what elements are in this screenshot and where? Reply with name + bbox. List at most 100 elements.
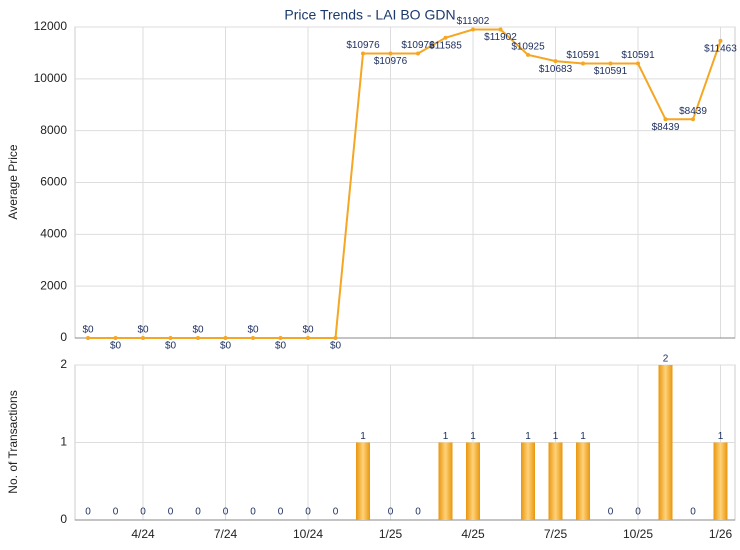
point <box>416 51 420 56</box>
x-tick-label: 7/25 <box>544 527 568 541</box>
y-tick-label: 6000 <box>40 175 67 189</box>
data-label: 1 <box>360 431 366 442</box>
data-label: $10591 <box>594 66 628 77</box>
data-label: 2 <box>663 354 669 365</box>
point <box>86 336 90 340</box>
point <box>141 336 145 340</box>
data-label: $10976 <box>374 56 408 67</box>
data-label: $8439 <box>679 106 707 117</box>
data-label: 0 <box>223 507 229 518</box>
data-label: 1 <box>470 431 476 442</box>
data-label: $0 <box>137 325 149 336</box>
data-label: 0 <box>278 507 284 518</box>
x-tick-label: 1/25 <box>379 527 403 541</box>
data-label: $0 <box>82 325 94 336</box>
bar <box>438 442 453 520</box>
price-line <box>88 28 722 339</box>
bar <box>521 442 535 520</box>
data-label: 0 <box>690 507 696 518</box>
y-axis-title: Average Price <box>6 144 20 219</box>
data-label: $0 <box>247 325 259 336</box>
y-tick-label: 12000 <box>34 19 68 33</box>
point <box>251 336 255 340</box>
data-label: 1 <box>718 431 724 442</box>
point <box>306 336 310 340</box>
data-label: 0 <box>113 507 119 518</box>
data-label: $10925 <box>511 42 545 53</box>
data-label: 0 <box>168 507 174 518</box>
data-label: $8439 <box>652 122 680 133</box>
data-label: $0 <box>110 341 122 352</box>
data-label: 1 <box>443 431 449 442</box>
point <box>608 61 613 66</box>
data-label: 0 <box>250 507 256 518</box>
data-label: 0 <box>415 507 421 518</box>
bar <box>356 442 370 520</box>
data-label: $11902 <box>484 32 517 43</box>
y-tick-label: 2000 <box>40 278 67 292</box>
point <box>443 35 448 40</box>
x-tick-label: 4/24 <box>131 527 155 541</box>
bar <box>466 442 480 520</box>
data-label: $0 <box>302 325 314 336</box>
data-label: 1 <box>525 431 531 442</box>
y-tick-label: 4000 <box>40 227 67 241</box>
data-label: $10976 <box>401 40 435 51</box>
point <box>278 336 283 340</box>
data-label: $0 <box>192 325 204 336</box>
data-label: 1 <box>553 431 559 442</box>
bar <box>576 442 590 520</box>
y-axis-title: No. of Transactions <box>6 390 20 493</box>
point <box>498 27 503 32</box>
data-label: $11463 <box>704 44 737 55</box>
point <box>663 117 668 122</box>
y-tick-label: 2 <box>60 357 67 371</box>
data-label: $0 <box>220 341 232 352</box>
point <box>196 336 200 340</box>
point <box>718 38 723 43</box>
x-tick-label: 7/24 <box>214 527 238 541</box>
data-label: $10683 <box>539 64 573 75</box>
y-tick-label: 1 <box>60 435 67 449</box>
bar <box>548 442 563 520</box>
data-label: 0 <box>85 507 91 518</box>
x-tick-label: 4/25 <box>461 527 485 541</box>
data-label: 0 <box>635 507 641 518</box>
x-tick-label: 10/25 <box>623 527 653 541</box>
bar <box>658 365 673 520</box>
data-label: $10976 <box>346 40 380 51</box>
data-label: $0 <box>330 341 342 352</box>
data-label: 0 <box>388 507 394 518</box>
point <box>113 336 118 340</box>
data-label: $10591 <box>566 50 600 61</box>
y-tick-label: 10000 <box>34 71 68 85</box>
point <box>361 51 365 56</box>
chart-title: Price Trends - LAI BO GDN <box>284 7 455 23</box>
bar <box>713 442 728 520</box>
data-label: $11585 <box>429 40 462 51</box>
point <box>691 117 695 122</box>
data-label: $11902 <box>457 16 490 27</box>
data-label: 0 <box>608 507 614 518</box>
point <box>526 52 530 57</box>
data-label: 1 <box>580 431 586 442</box>
data-label: 0 <box>195 507 201 518</box>
x-tick-label: 10/24 <box>293 527 323 541</box>
y-tick-label: 0 <box>60 330 67 344</box>
point <box>636 61 640 66</box>
x-tick-label: 1/26 <box>709 527 733 541</box>
data-label: 0 <box>140 507 146 518</box>
y-tick-label: 8000 <box>40 123 67 137</box>
point <box>471 27 475 32</box>
data-label: $0 <box>165 341 177 352</box>
point <box>333 336 338 340</box>
data-label: $10591 <box>621 50 655 61</box>
point <box>553 59 558 64</box>
point <box>388 51 393 56</box>
data-label: 0 <box>305 507 311 518</box>
data-label: $0 <box>275 341 287 352</box>
point <box>168 336 173 340</box>
data-label: 0 <box>333 507 339 518</box>
y-tick-label: 0 <box>60 512 67 526</box>
